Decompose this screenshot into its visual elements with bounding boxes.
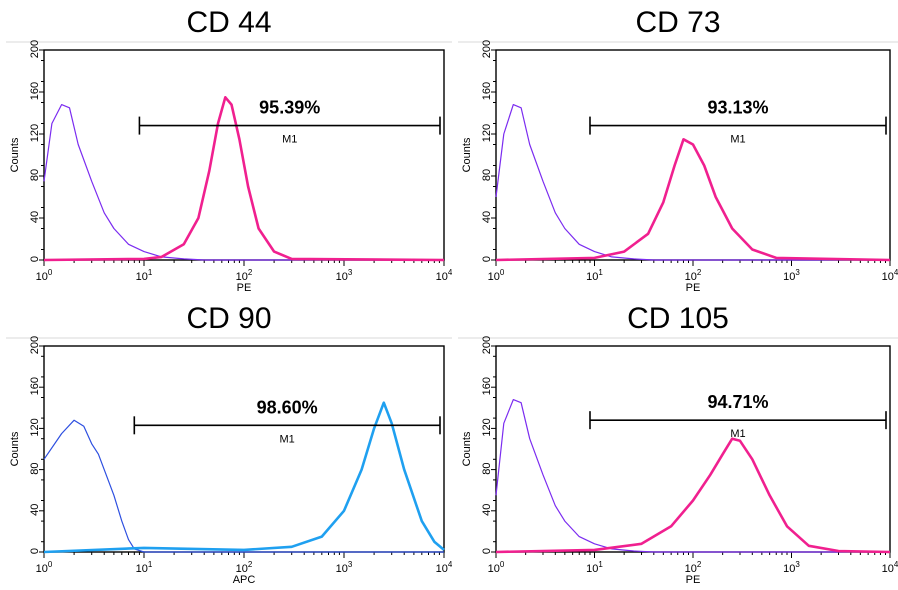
plot-frame xyxy=(495,49,891,261)
y-tick-label: 160 xyxy=(29,82,41,100)
x-tick-label: 104 xyxy=(436,268,452,283)
x-tick-label: 101 xyxy=(136,268,153,283)
histogram-chart: 0 40 80 120 160 200 100 101 102 103 104 PE Counts M1 9… xyxy=(458,336,898,586)
histogram-series-control xyxy=(495,103,890,261)
gate-marker-label: M1 xyxy=(280,433,295,445)
gate-percent-label: 98.60% xyxy=(257,397,318,417)
y-tick-label: 200 xyxy=(29,336,41,354)
x-axis-label: PE xyxy=(686,282,701,294)
y-tick-label: 80 xyxy=(481,462,493,474)
x-tick-label: 104 xyxy=(882,268,898,283)
x-axis-label: APC xyxy=(233,574,256,586)
y-tick-label: 80 xyxy=(29,169,41,181)
gate-marker-label: M1 xyxy=(282,134,297,146)
x-tick-label: 102 xyxy=(685,560,702,575)
histogram-panel-cd105: CD 105 0 40 80 120 160 200 100 101 102 103 104 PE Co… xyxy=(458,296,898,590)
x-tick-label: 101 xyxy=(586,268,603,283)
y-tick-label: 80 xyxy=(481,169,493,181)
plot-frame xyxy=(495,345,891,553)
y-tick-label: 80 xyxy=(29,462,41,474)
panel-title: CD 105 xyxy=(627,302,729,335)
plot-frame xyxy=(43,49,445,261)
histogram-series-control xyxy=(495,398,890,553)
y-axis-label: Counts xyxy=(461,431,473,466)
histogram-series-stained xyxy=(43,401,445,554)
histogram-series-stained xyxy=(495,437,891,554)
histogram-chart: 0 40 80 120 160 200 100 101 102 103 104 PE Counts M1 9… xyxy=(6,40,452,294)
y-tick-label: 120 xyxy=(481,418,493,436)
histogram-panel-cd73: CD 73 0 40 80 120 160 200 100 101 102 103 104 PE Cou… xyxy=(458,0,898,298)
histogram-series-control xyxy=(43,103,444,261)
y-tick-label: 40 xyxy=(29,504,41,516)
gate-percent-label: 94.71% xyxy=(707,392,768,412)
y-tick-label: 0 xyxy=(29,548,41,554)
histogram-series-stained xyxy=(495,138,891,262)
y-tick-label: 40 xyxy=(29,211,41,223)
x-axis-label: PE xyxy=(686,574,701,586)
y-tick-label: 0 xyxy=(481,256,493,262)
y-axis-label: Counts xyxy=(9,431,21,466)
histogram-chart: 0 40 80 120 160 200 100 101 102 103 104 PE Counts M1 9… xyxy=(458,40,898,294)
gate-percent-label: 93.13% xyxy=(707,98,768,118)
x-tick-label: 100 xyxy=(488,560,505,575)
x-tick-label: 102 xyxy=(236,560,253,575)
y-tick-label: 40 xyxy=(481,504,493,516)
y-tick-label: 0 xyxy=(29,256,41,262)
y-tick-label: 200 xyxy=(481,40,493,58)
x-tick-label: 100 xyxy=(36,560,53,575)
histogram-panel-cd90: CD 90 0 40 80 120 160 200 100 101 102 103 104 APC Co… xyxy=(6,296,452,590)
y-tick-label: 160 xyxy=(481,82,493,100)
y-tick-label: 160 xyxy=(481,377,493,395)
plot-frame xyxy=(43,345,445,553)
x-tick-label: 103 xyxy=(783,560,800,575)
y-tick-label: 120 xyxy=(29,418,41,436)
histogram-series-stained xyxy=(43,96,445,262)
x-axis-label: PE xyxy=(237,282,252,294)
y-tick-label: 120 xyxy=(29,124,41,142)
x-tick-label: 103 xyxy=(783,268,800,283)
panel-title: CD 44 xyxy=(186,6,272,39)
histogram-panel-cd44: CD 44 0 40 80 120 160 200 100 101 102 103 104 PE Cou… xyxy=(6,0,452,298)
y-tick-label: 0 xyxy=(481,548,493,554)
y-axis-label: Counts xyxy=(461,137,473,172)
x-tick-label: 103 xyxy=(336,268,353,283)
panel-title: CD 73 xyxy=(635,6,721,39)
y-tick-label: 160 xyxy=(29,377,41,395)
gate-marker-label: M1 xyxy=(730,428,745,440)
y-tick-label: 40 xyxy=(481,211,493,223)
y-tick-label: 200 xyxy=(481,336,493,354)
x-tick-label: 102 xyxy=(236,268,253,283)
gate-marker-label: M1 xyxy=(730,134,745,146)
x-tick-label: 104 xyxy=(882,560,898,575)
x-tick-label: 100 xyxy=(36,268,53,283)
histogram-series-control xyxy=(43,419,444,553)
x-tick-label: 104 xyxy=(436,560,452,575)
x-tick-label: 103 xyxy=(336,560,353,575)
gate-percent-label: 95.39% xyxy=(259,98,320,118)
x-tick-label: 101 xyxy=(136,560,153,575)
panel-title: CD 90 xyxy=(186,302,272,335)
x-tick-label: 101 xyxy=(586,560,603,575)
histogram-chart: 0 40 80 120 160 200 100 101 102 103 104 APC Counts M1… xyxy=(6,336,452,586)
x-tick-label: 102 xyxy=(685,268,702,283)
y-tick-label: 120 xyxy=(481,124,493,142)
y-axis-label: Counts xyxy=(9,137,21,172)
y-tick-label: 200 xyxy=(29,40,41,58)
x-tick-label: 100 xyxy=(488,268,505,283)
